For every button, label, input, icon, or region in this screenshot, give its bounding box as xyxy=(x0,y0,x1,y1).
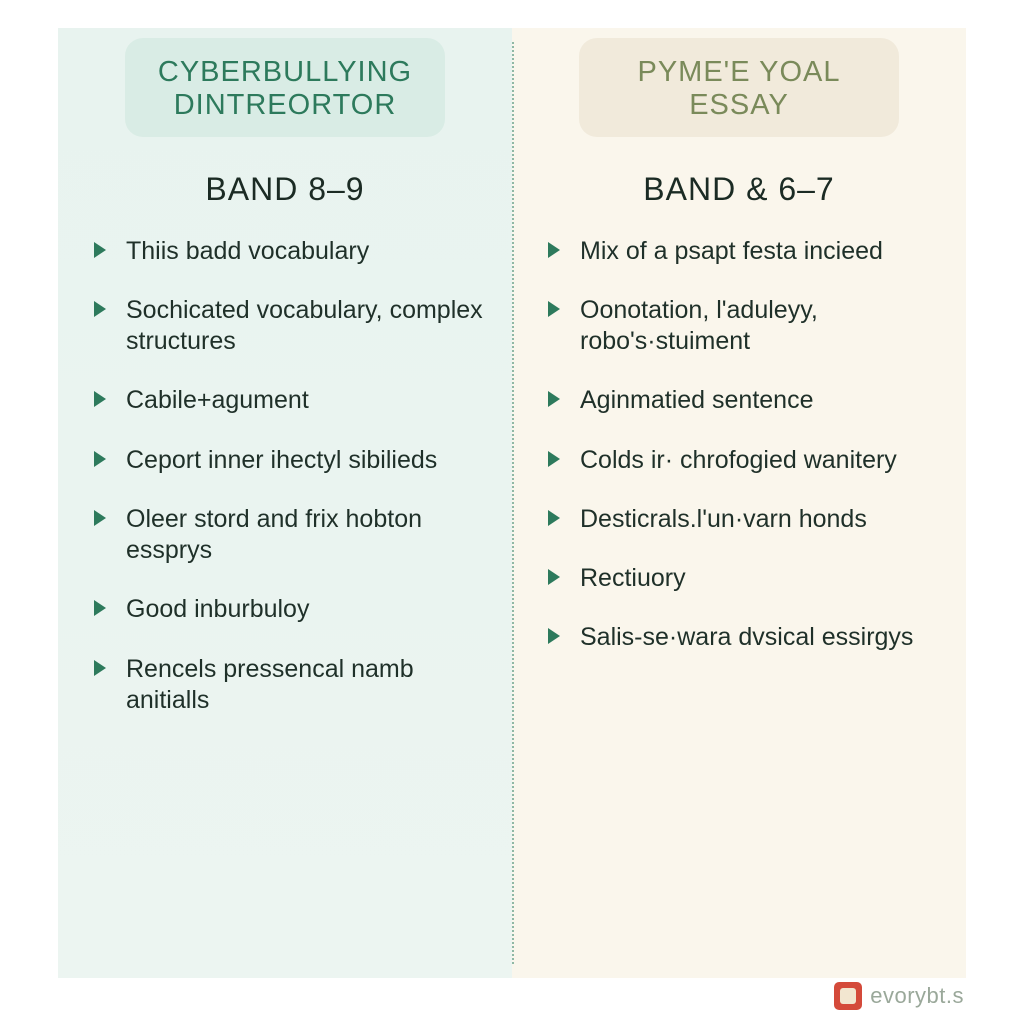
right-points-list: Mix of a psapt festa incieed Oonotation,… xyxy=(538,236,940,654)
right-band: BAND & 6–7 xyxy=(538,171,940,208)
list-item: Salis-se·wara dvsical essirgys xyxy=(546,622,940,653)
footer-logo: evorybt.s xyxy=(834,982,964,1010)
list-item: Rectiuory xyxy=(546,563,940,594)
left-points-list: Thiis badd vocabulary Sochicated vocabul… xyxy=(84,236,486,717)
list-item: Cabile+agument xyxy=(92,385,486,416)
list-item: Oleer stord and frix hobton essprys xyxy=(92,504,486,567)
comparison-container: CYBERBULLYING DINTREORTOR BAND 8–9 Thiis… xyxy=(58,28,966,978)
list-item: Mix of a psapt festa incieed xyxy=(546,236,940,267)
left-band: BAND 8–9 xyxy=(84,171,486,208)
list-item: Rencels pressencal namb anitialls xyxy=(92,654,486,717)
right-title: PYME'E YOAL ESSAY xyxy=(607,56,871,123)
vertical-divider xyxy=(512,42,514,964)
list-item: Desticrals.l'un·varn honds xyxy=(546,504,940,535)
logo-icon xyxy=(834,982,862,1010)
left-column: CYBERBULLYING DINTREORTOR BAND 8–9 Thiis… xyxy=(58,28,512,978)
left-title-line1: CYBERBULLYING xyxy=(158,56,412,88)
left-pill: CYBERBULLYING DINTREORTOR xyxy=(125,38,445,137)
list-item: Thiis badd vocabulary xyxy=(92,236,486,267)
list-item: Ceport inner ihectyl sibilieds xyxy=(92,445,486,476)
right-column: PYME'E YOAL ESSAY BAND & 6–7 Mix of a ps… xyxy=(512,28,966,978)
right-pill: PYME'E YOAL ESSAY xyxy=(579,38,899,137)
right-title-line2: ESSAY xyxy=(689,89,789,121)
logo-text: evorybt.s xyxy=(870,983,964,1009)
left-title-line2: DINTREORTOR xyxy=(174,89,397,121)
list-item: Oonotation, l'aduleyy, robo's·stuiment xyxy=(546,295,940,358)
list-item: Aginmatied sentence xyxy=(546,385,940,416)
right-title-line1: PYME'E YOAL xyxy=(638,56,841,88)
list-item: Colds ir· chrofogied wanitery xyxy=(546,445,940,476)
left-title: CYBERBULLYING DINTREORTOR xyxy=(153,56,417,123)
list-item: Sochicated vocabulary, complex structure… xyxy=(92,295,486,358)
list-item: Good inburbuloy xyxy=(92,594,486,625)
